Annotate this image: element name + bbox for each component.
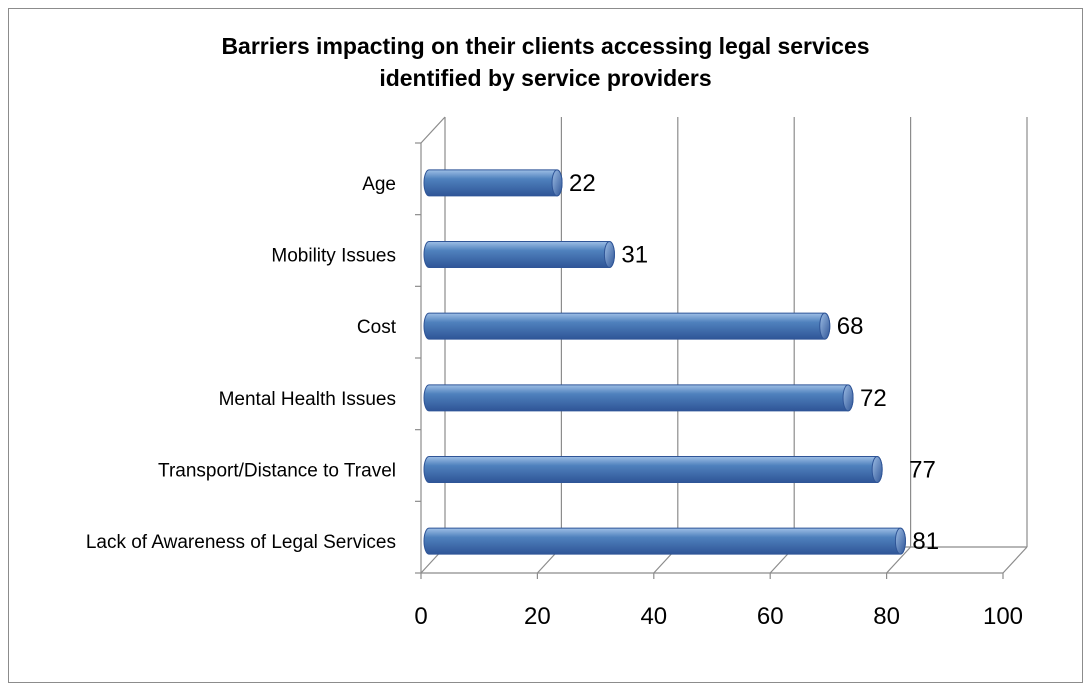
label-layer: Age 22 Mobility Issues 31 Cost 68 Mental Healt… (86, 170, 1023, 630)
category-label: Mental Health Issues (219, 389, 396, 410)
bar-end-cap (894, 527, 906, 555)
floor-gridline (886, 546, 912, 574)
category-label: Lack of Awareness of Legal Services (86, 532, 396, 553)
category-label: Cost (357, 317, 397, 338)
category-label: Mobility Issues (271, 246, 396, 267)
x-tick-label: 40 (640, 603, 667, 630)
data-label: 81 (912, 528, 939, 555)
bar-end-cap (842, 384, 854, 412)
chart-title-line-1: Barriers impacting on their clients acce… (221, 33, 870, 59)
x-tick-label: 20 (524, 603, 551, 630)
x-tick-label: 100 (983, 603, 1023, 630)
bar-end-cap (871, 456, 883, 483)
floor-gridline (1002, 546, 1028, 574)
data-label: 31 (621, 242, 648, 269)
bar-layer (423, 169, 906, 555)
left-wall-top-edge (420, 116, 446, 144)
bar-lack-of-awareness-of-legal-services (423, 527, 906, 555)
category-label: Transport/Distance to Travel (158, 461, 396, 482)
bar-mental-health-issues (423, 384, 854, 412)
chart-title-line-2: identified by service providers (379, 65, 712, 91)
bar-mobility-issues (423, 241, 615, 268)
x-tick-label: 80 (873, 603, 900, 630)
bar-end-cap (603, 241, 615, 268)
bar-age (423, 169, 563, 197)
bar-end-cap (551, 169, 563, 197)
bar-end-cap (819, 312, 831, 340)
chart-frame (8, 8, 1083, 683)
data-label: 68 (837, 313, 864, 340)
data-label: 22 (569, 170, 596, 197)
bar-cost (423, 312, 831, 340)
category-label: Age (362, 174, 396, 195)
bar-transport-distance-to-travel (423, 456, 883, 483)
x-tick-label: 0 (414, 603, 427, 630)
data-label: 72 (860, 385, 887, 412)
data-label: 77 (909, 457, 936, 484)
x-tick-label: 60 (757, 603, 784, 630)
chart-title: Barriers impacting on their clients acce… (0, 30, 1091, 94)
